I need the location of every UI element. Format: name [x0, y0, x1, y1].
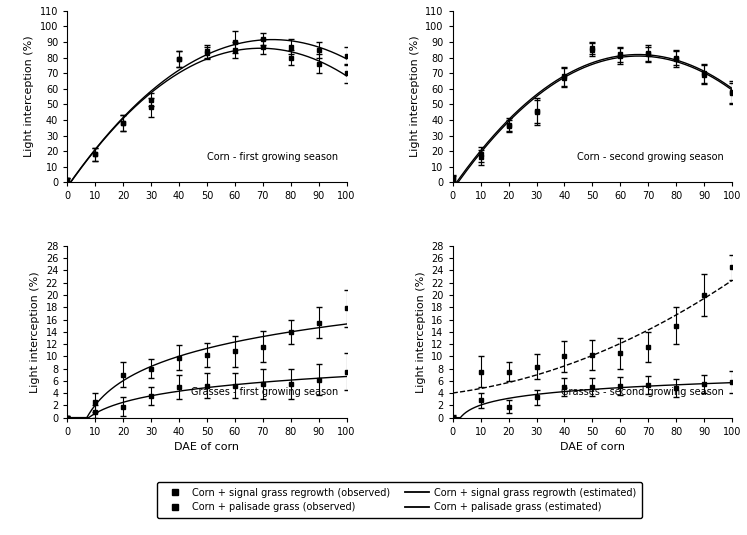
Y-axis label: Light interception (%): Light interception (%)	[24, 36, 34, 157]
Legend: Corn + signal grass regrowth (observed), Corn + palisade grass (observed), Corn : Corn + signal grass regrowth (observed),…	[157, 482, 642, 518]
Y-axis label: Light interception (%): Light interception (%)	[415, 271, 426, 393]
Text: Grasses - first growing season: Grasses - first growing season	[191, 387, 338, 397]
Text: Corn - first growing season: Corn - first growing season	[207, 152, 338, 162]
Text: Corn - second growing season: Corn - second growing season	[577, 152, 724, 162]
Y-axis label: Light interception (%): Light interception (%)	[410, 36, 420, 157]
X-axis label: DAE of corn: DAE of corn	[560, 442, 625, 452]
Text: Grasses - second growing season: Grasses - second growing season	[561, 387, 724, 397]
X-axis label: DAE of corn: DAE of corn	[174, 442, 239, 452]
Y-axis label: Light interception (%): Light interception (%)	[30, 271, 40, 393]
